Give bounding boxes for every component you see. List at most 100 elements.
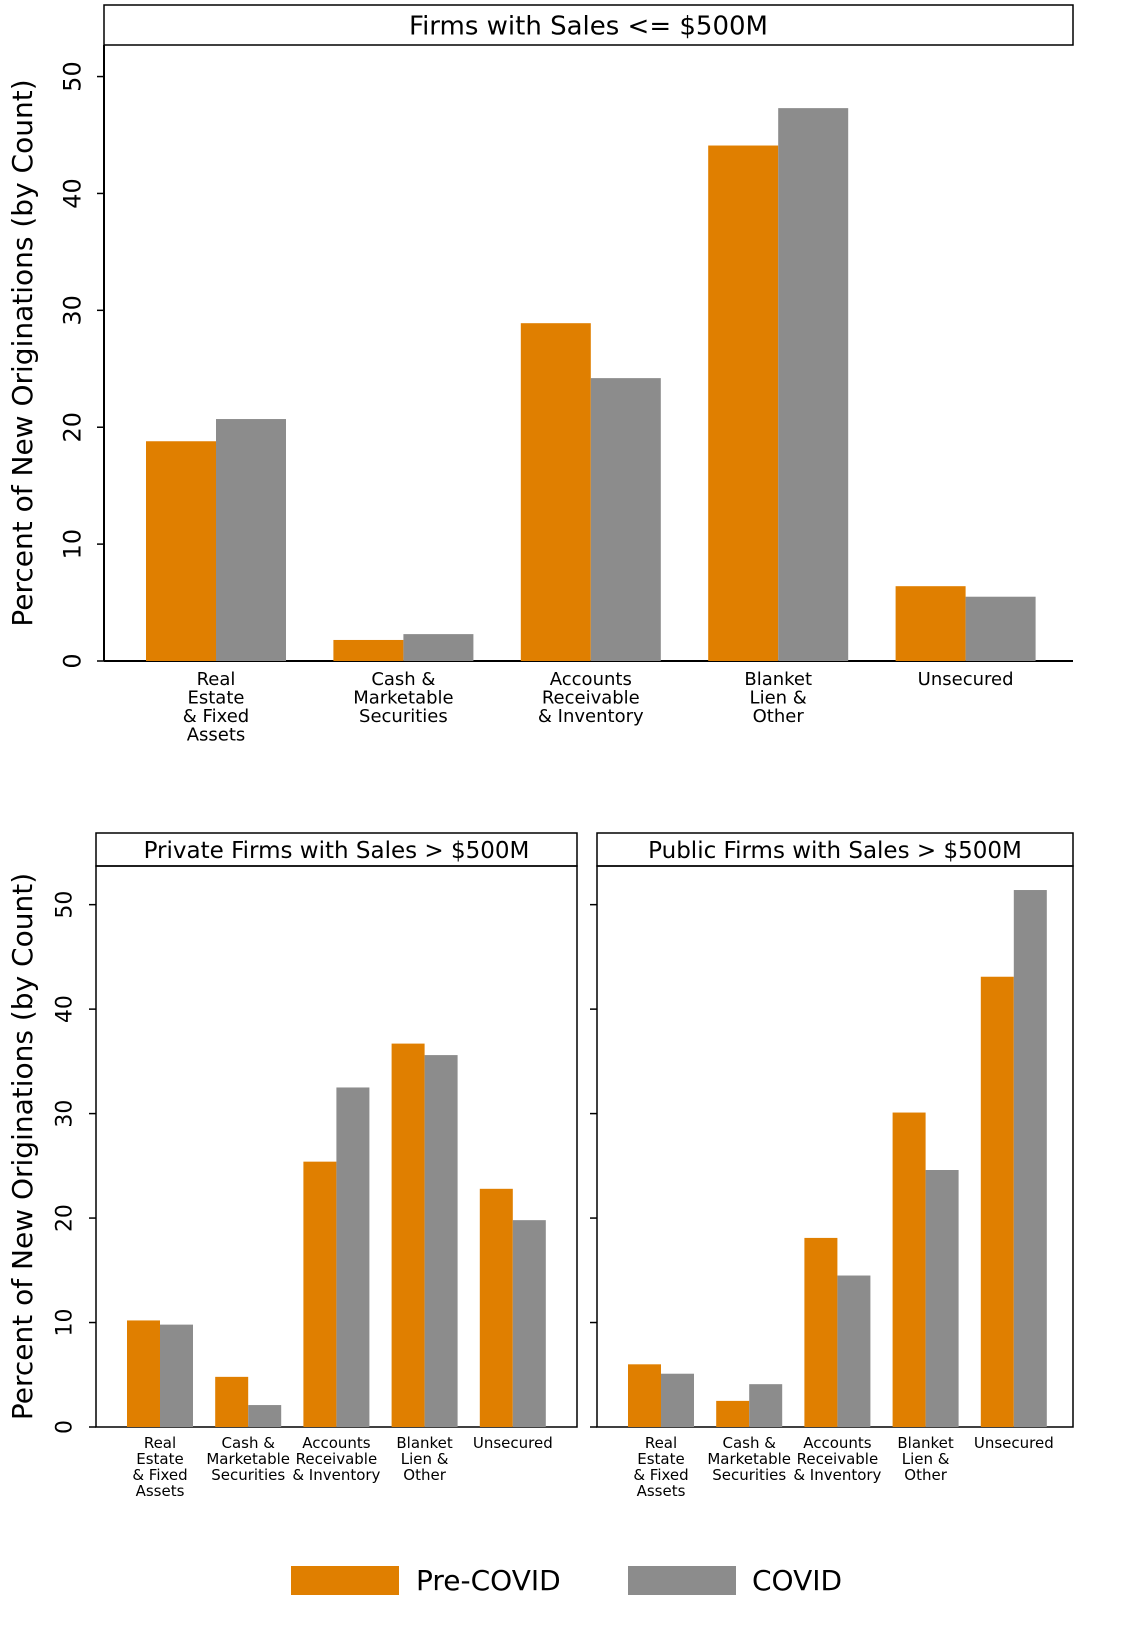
x-tick-label-line: Real [197,669,236,690]
x-tick-label-line: Real [144,1434,176,1452]
bar [479,1188,513,1427]
y-axis-label: Percent of New Originations (by Count) [6,79,39,626]
y-tick-label: 20 [53,1204,78,1232]
x-tick-label-line: Estate [188,688,245,709]
bar [127,1320,160,1427]
x-tick-label-line: & Fixed [633,1466,688,1484]
x-tick-label-line: Marketable [353,688,453,709]
x-tick-label-line: Securities [359,706,448,727]
bar [216,419,286,661]
y-tick-label: 50 [53,891,78,919]
legend-label: Pre-COVID [416,1564,561,1597]
bar [708,145,779,662]
bar [160,1324,193,1427]
bar [778,108,849,661]
legend-label: COVID [752,1564,842,1597]
x-tick-label-line: & Fixed [183,706,249,727]
x-tick-label-line: Cash & [221,1434,275,1452]
x-tick-label-line: Marketable [206,1450,290,1468]
x-tick-label-line: Cash & [722,1434,776,1452]
x-tick-label-line: & Fixed [132,1466,187,1484]
x-tick-label-line: Marketable [707,1450,791,1468]
bar [391,1043,425,1427]
bar [628,1364,661,1427]
x-tick-label-line: Securities [211,1466,285,1484]
x-tick-label-line: Lien & [902,1450,950,1468]
bar [590,378,661,661]
x-tick-label-line: Other [904,1466,947,1484]
x-tick-label-line: Other [753,706,805,727]
bar [520,323,591,661]
bar [333,639,404,661]
title-box [103,4,1074,46]
x-tick-label-line: Receivable [797,1450,879,1468]
bar [1013,890,1047,1427]
y-tick-label: 20 [58,412,86,443]
x-tick-label-line: Real [645,1434,677,1452]
x-tick-label-line: Estate [136,1450,183,1468]
legend-swatch [291,1566,399,1595]
bar [403,634,474,661]
x-tick-label: Unsecured [473,1434,553,1452]
x-tick-label: Blanket Lien & Other [744,669,812,727]
x-tick-label: Accounts Receivable & Inventory [793,1434,881,1484]
y-tick-label: 0 [58,653,86,668]
x-tick-label: Real Estate & Fixed Assets [633,1434,688,1500]
legend-swatch [628,1566,736,1595]
x-tick-label: Cash & Marketable Securities [206,1434,290,1484]
bar [146,441,216,661]
y-tick-label: 30 [58,295,86,326]
title-box [596,832,1074,867]
y-axis-label: Percent of New Originations (by Count) [6,873,39,1420]
y-tick-label: 30 [53,1100,78,1128]
x-tick-label-line: Blanket [744,669,812,690]
x-tick-label-line: Receivable [542,688,640,709]
x-tick-label-line: Accounts [550,669,632,690]
x-tick-label-line: Cash & [371,669,435,690]
x-tick-label-line: Other [403,1466,446,1484]
bar [837,1275,871,1427]
x-tick-label: Accounts Receivable & Inventory [538,669,644,727]
x-tick-label: Unsecured [918,669,1014,690]
y-tick-label: 10 [58,529,86,560]
y-tick-label: 40 [58,178,86,209]
bar [892,1112,926,1427]
x-tick-label-line: & Inventory [292,1466,380,1484]
x-tick-label-line: Lien & [401,1450,449,1468]
x-tick-label-line: Accounts [803,1434,872,1452]
x-tick-label: Cash & Marketable Securities [353,669,453,727]
y-tick-label: 10 [53,1309,78,1337]
panel-title: Firms with Sales <= $500M [409,11,768,41]
bar [895,586,966,661]
x-tick-label-line: Blanket [396,1434,453,1452]
bar [804,1237,838,1427]
y-tick-label: 0 [53,1420,78,1434]
x-tick-label-line: Blanket [897,1434,954,1452]
x-tick-label-line: Unsecured [473,1434,553,1452]
bar [661,1373,694,1427]
x-tick-label-line: Assets [187,725,246,746]
x-tick-label: Cash & Marketable Securities [707,1434,791,1484]
x-tick-label-line: Securities [712,1466,786,1484]
panel-title: Public Firms with Sales > $500M [648,838,1022,864]
x-tick-label-line: Unsecured [974,1434,1054,1452]
bar [248,1405,282,1427]
bar [336,1087,370,1427]
bar [215,1376,249,1427]
bar [980,976,1014,1427]
x-tick-label-line: Estate [637,1450,684,1468]
y-tick-label: 40 [53,995,78,1023]
y-tick-label: 50 [58,61,86,92]
x-tick-label-line: Unsecured [918,669,1014,690]
x-tick-label-line: Accounts [302,1434,371,1452]
bar [925,1170,959,1427]
x-tick-label-line: & Inventory [538,706,644,727]
x-tick-label: Blanket Lien & Other [897,1434,954,1484]
x-tick-label-line: Receivable [296,1450,378,1468]
x-tick-label: Unsecured [974,1434,1054,1452]
x-tick-label: Real Estate & Fixed Assets [132,1434,187,1500]
x-tick-label: Accounts Receivable & Inventory [292,1434,380,1484]
bar [303,1161,337,1427]
bar [749,1384,783,1427]
